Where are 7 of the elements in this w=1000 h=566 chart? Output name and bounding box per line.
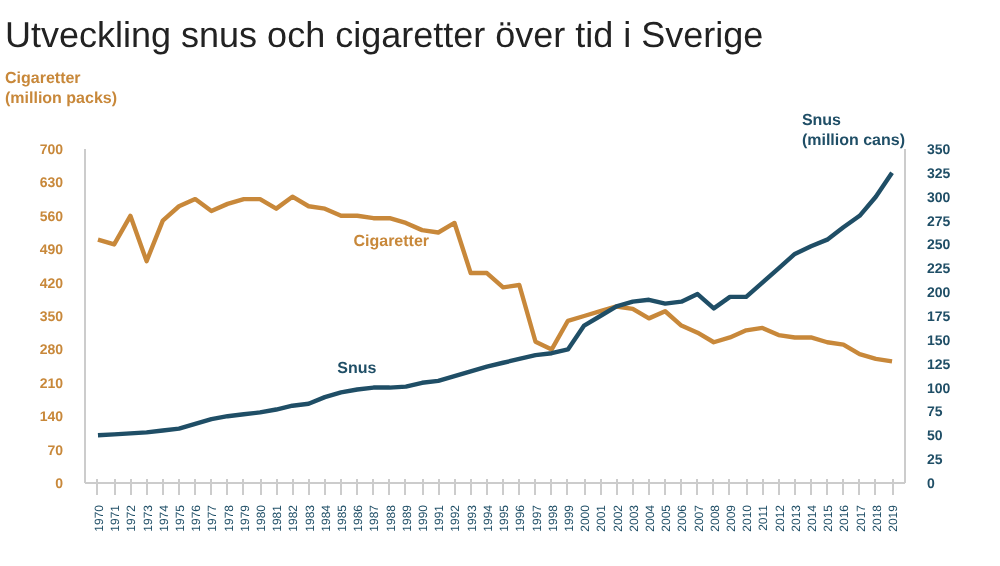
- line-series: [95, 194, 895, 364]
- chart-title: Utveckling snus och cigaretter över tid i Sverige: [5, 15, 764, 55]
- y-axis-title: Cigaretter (million packs): [5, 69, 118, 107]
- line-series: [95, 170, 895, 438]
- y2-axis-title: Snus (million cans): [801, 111, 906, 149]
- series-label: Snus: [337, 359, 378, 378]
- series-label: Cigaretter: [353, 232, 430, 251]
